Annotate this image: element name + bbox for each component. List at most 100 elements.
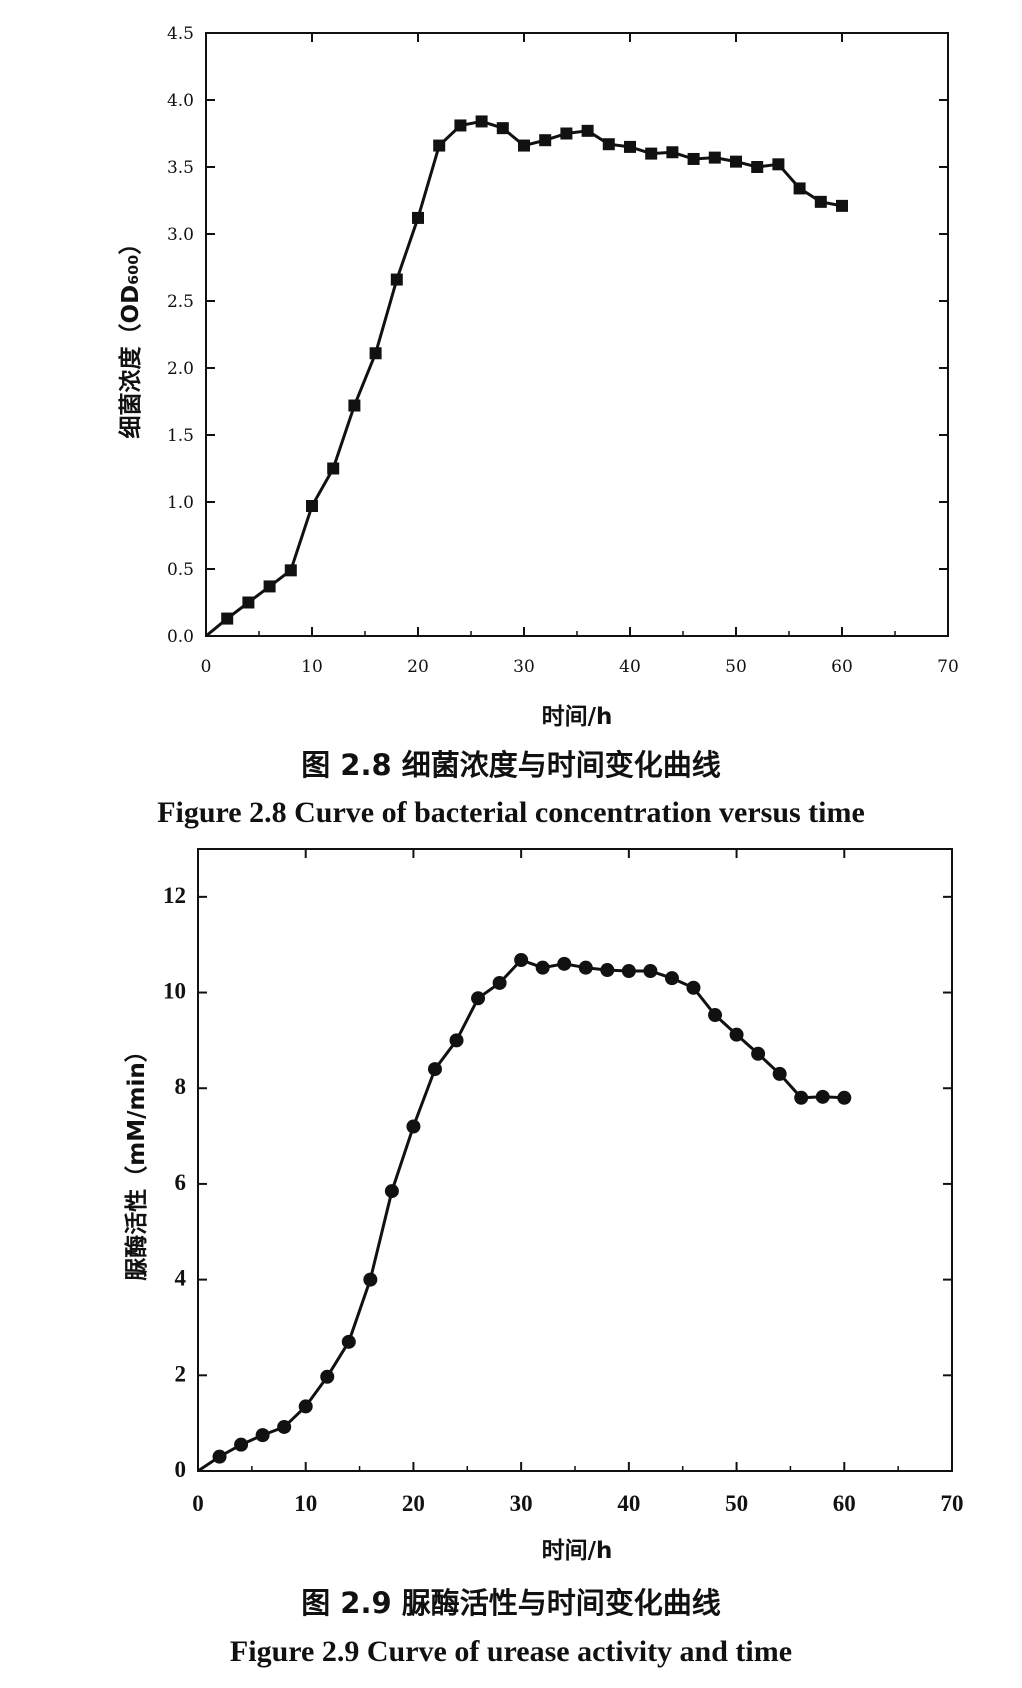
y-tick-label: 12 bbox=[163, 883, 186, 908]
data-point bbox=[535, 960, 550, 975]
y-tick-label: 1.5 bbox=[167, 426, 194, 446]
x-tick-label: 60 bbox=[831, 657, 853, 677]
data-point bbox=[600, 963, 615, 978]
data-point bbox=[578, 960, 593, 975]
x-tick-label: 50 bbox=[725, 657, 747, 677]
data-point bbox=[751, 1046, 766, 1061]
data-point bbox=[475, 115, 488, 128]
data-point bbox=[686, 980, 701, 995]
x-axis-label: 时间/h bbox=[542, 704, 613, 730]
data-point bbox=[255, 1428, 270, 1443]
data-point bbox=[772, 158, 785, 171]
y-axis-label: 细菌浓度（OD₆₀₀） bbox=[117, 232, 144, 439]
y-tick-label: 6 bbox=[175, 1170, 187, 1195]
x-tick-label: 10 bbox=[301, 657, 323, 677]
data-point bbox=[427, 1062, 442, 1077]
x-tick-label: 20 bbox=[402, 1491, 425, 1516]
figure-caption-en: Figure 2.9 Curve of urease activity and … bbox=[229, 1635, 793, 1668]
series-line bbox=[197, 958, 845, 1473]
x-tick-label: 10 bbox=[294, 1491, 317, 1516]
x-tick-label: 20 bbox=[407, 657, 429, 677]
data-point bbox=[284, 564, 297, 577]
data-point bbox=[708, 1008, 723, 1023]
data-point bbox=[384, 1184, 399, 1199]
data-point bbox=[643, 964, 658, 979]
data-point bbox=[687, 152, 700, 165]
data-point bbox=[327, 462, 340, 475]
data-point bbox=[514, 953, 529, 968]
data-point bbox=[772, 1066, 787, 1081]
y-tick-label: 2.0 bbox=[167, 359, 194, 379]
data-point bbox=[406, 1119, 421, 1134]
data-point bbox=[212, 1449, 227, 1464]
y-tick-label: 0 bbox=[175, 1457, 187, 1482]
data-point bbox=[277, 1419, 292, 1434]
x-tick-label: 30 bbox=[510, 1491, 533, 1516]
data-point bbox=[666, 146, 679, 159]
data-point bbox=[306, 500, 318, 513]
data-point bbox=[751, 161, 764, 173]
data-point bbox=[708, 151, 721, 164]
x-tick-label: 0 bbox=[192, 1491, 204, 1516]
figure-caption-en: Figure 2.8 Curve of bacterial concentrat… bbox=[157, 796, 865, 829]
y-tick-label: 4.5 bbox=[167, 24, 194, 44]
data-point bbox=[363, 1272, 378, 1287]
x-axis-label: 时间/h bbox=[542, 1538, 613, 1564]
y-tick-label: 8 bbox=[175, 1074, 187, 1099]
data-point bbox=[242, 596, 255, 609]
data-point bbox=[454, 119, 467, 132]
data-point bbox=[263, 580, 276, 593]
data-point bbox=[471, 991, 486, 1006]
x-tick-label: 40 bbox=[617, 1491, 640, 1516]
y-tick-label: 4 bbox=[175, 1266, 187, 1291]
y-tick-label: 0.5 bbox=[167, 560, 194, 580]
data-point bbox=[496, 122, 509, 135]
data-point bbox=[449, 1033, 464, 1048]
data-point bbox=[837, 1090, 852, 1105]
plot-area-frame bbox=[197, 848, 953, 1472]
data-point bbox=[320, 1369, 335, 1384]
y-tick-label: 4.0 bbox=[167, 91, 194, 111]
data-point bbox=[412, 211, 424, 224]
data-point bbox=[730, 155, 742, 168]
figure-caption-cn: 图 2.8 细菌浓度与时间变化曲线 bbox=[301, 748, 721, 782]
data-point bbox=[645, 147, 658, 160]
x-tick-label: 70 bbox=[941, 1491, 964, 1516]
y-tick-label: 3.0 bbox=[167, 225, 194, 245]
data-point bbox=[602, 138, 615, 151]
x-tick-label: 30 bbox=[513, 657, 535, 677]
y-tick-label: 2 bbox=[175, 1361, 187, 1386]
data-point bbox=[793, 182, 806, 195]
y-tick-label: 3.5 bbox=[167, 158, 194, 178]
data-point bbox=[664, 971, 679, 986]
data-point bbox=[814, 195, 827, 208]
y-tick-label: 1.0 bbox=[167, 493, 194, 513]
y-tick-label: 10 bbox=[163, 979, 186, 1004]
data-point bbox=[369, 347, 382, 360]
data-point bbox=[390, 273, 403, 286]
data-point bbox=[518, 139, 530, 152]
data-point bbox=[836, 199, 848, 212]
data-point bbox=[560, 127, 573, 140]
y-axis-label: 脲酶活性（mM/min） bbox=[123, 1039, 150, 1280]
data-point bbox=[341, 1334, 356, 1349]
data-point bbox=[794, 1090, 809, 1105]
y-tick-label: 2.5 bbox=[167, 292, 194, 312]
data-point bbox=[815, 1089, 830, 1104]
x-tick-label: 70 bbox=[937, 657, 959, 677]
data-point bbox=[624, 140, 636, 153]
x-tick-label: 50 bbox=[725, 1491, 748, 1516]
data-point bbox=[492, 975, 507, 990]
y-tick-label: 0.0 bbox=[167, 627, 194, 647]
data-point bbox=[221, 612, 234, 625]
figure-caption-cn: 图 2.9 脲酶活性与时间变化曲线 bbox=[301, 1586, 721, 1620]
data-point bbox=[729, 1027, 744, 1042]
data-point bbox=[557, 956, 572, 971]
bacterial-concentration-chart: 0 10 20 30 40 50 60 70 0.0 0.5 1.0 1.5 2.0 2.5 3.0 3.5 4… bbox=[117, 24, 959, 730]
data-point bbox=[234, 1437, 249, 1452]
data-point bbox=[581, 124, 594, 137]
data-point bbox=[348, 399, 361, 412]
data-point bbox=[298, 1399, 313, 1414]
data-point bbox=[433, 139, 446, 152]
